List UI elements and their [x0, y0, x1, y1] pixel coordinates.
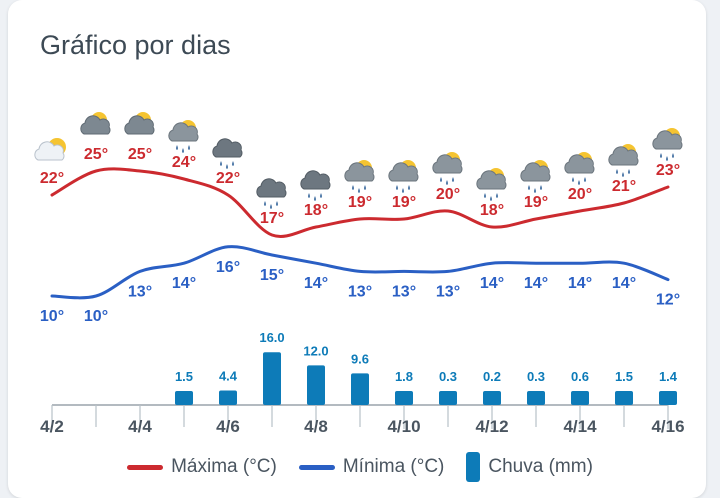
min-temp-label: 13°: [348, 283, 372, 300]
rain-value-label: 16.0: [259, 330, 284, 345]
rain-value-label: 1.8: [395, 369, 413, 384]
rain-bar: [175, 391, 193, 405]
max-temp-label: 24°: [172, 154, 196, 171]
max-temp-label: 25°: [128, 146, 152, 163]
min-temp-label: 13°: [392, 283, 416, 300]
rain-bar: [483, 391, 501, 405]
min-temp-label: 10°: [84, 308, 108, 325]
rain-bar: [263, 352, 281, 405]
rain-bar: [439, 391, 457, 405]
legend-item-max: Máxima (°C): [127, 456, 277, 478]
rain-bar: [219, 390, 237, 405]
min-temp-label: 14°: [480, 275, 504, 292]
sun-rain-icon: [476, 168, 507, 201]
max-temp-line: [50, 167, 670, 238]
sun-rain-icon: [652, 128, 683, 161]
rain-value-label: 0.3: [527, 369, 545, 384]
max-temp-label: 20°: [568, 186, 592, 203]
min-temp-label: 10°: [40, 308, 64, 325]
max-temp-label: 21°: [612, 178, 636, 195]
cloudy-icon: [80, 112, 111, 135]
sun-rain-icon: [564, 152, 595, 185]
x-tick-label: 4/12: [475, 417, 508, 436]
partly-sunny-icon: [34, 138, 66, 161]
rain-value-label: 1.5: [175, 369, 193, 384]
rain-cloud-icon: [212, 138, 243, 169]
rain-bar: [659, 391, 677, 405]
max-temp-label: 19°: [392, 194, 416, 211]
x-tick-label: 4/6: [216, 417, 240, 436]
sun-rain-icon: [344, 160, 375, 193]
rain-bar: [571, 391, 589, 405]
page-title: Gráfico por dias: [40, 30, 231, 60]
x-tick-label: 4/14: [563, 417, 597, 436]
sun-rain-icon: [520, 160, 551, 193]
rain-value-label: 12.0: [303, 343, 328, 358]
max-temp-label: 19°: [348, 194, 372, 211]
legend-min-label: Mínima (°C): [342, 456, 445, 477]
x-tick-label: 4/16: [651, 417, 684, 436]
rain-bar: [395, 391, 413, 405]
legend-min-swatch: [298, 464, 335, 470]
rain-bar: [307, 365, 325, 405]
legend-rain-label: Chuva (mm): [488, 456, 593, 477]
sun-rain-icon: [168, 120, 199, 153]
max-temp-label: 17°: [260, 210, 284, 227]
x-tick-label: 4/2: [40, 417, 64, 436]
min-temp-label: 13°: [436, 283, 460, 300]
rain-value-label: 4.4: [219, 368, 238, 383]
rain-bar: [527, 391, 545, 405]
x-tick-label: 4/4: [128, 417, 152, 436]
min-temp-label: 14°: [304, 275, 328, 292]
max-temp-label: 22°: [216, 170, 240, 187]
cloudy-icon: [124, 112, 155, 135]
forecast-chart: 4/2 4/4 4/6 4/8 4/10 4/12 4/14 4/16 1.5 4.4 16.0 12…: [34, 112, 685, 436]
max-temp-label: 19°: [524, 194, 548, 211]
sun-rain-icon: [432, 152, 463, 185]
sun-rain-icon: [608, 144, 639, 177]
legend-item-rain: Chuva (mm): [466, 452, 593, 482]
chart-legend: Máxima (°C) Mínima (°C) Chuva (mm): [0, 452, 720, 482]
min-temp-label: 14°: [612, 275, 636, 292]
max-temp-label: 18°: [480, 202, 504, 219]
forecast-card: Gráfico por dias: [8, 0, 706, 498]
min-temp-label: 14°: [172, 275, 196, 292]
min-temp-label: 15°: [260, 267, 284, 284]
max-temp-label: 25°: [84, 146, 108, 163]
legend-item-min: Mínima (°C): [298, 456, 445, 478]
max-temp-label: 20°: [436, 186, 460, 203]
rain-value-label: 0.6: [571, 369, 589, 384]
rain-bar: [351, 373, 369, 405]
x-tick-label: 4/8: [304, 417, 328, 436]
max-temp-label: 18°: [304, 202, 328, 219]
legend-rain-swatch: [466, 452, 481, 482]
rain-value-label: 1.5: [615, 369, 633, 384]
legend-max-swatch: [127, 464, 164, 470]
rain-value-label: 9.6: [351, 351, 369, 366]
min-temp-label: 16°: [216, 259, 240, 276]
max-temp-label: 23°: [656, 162, 680, 179]
sun-rain-icon: [388, 160, 419, 193]
max-temp-label: 22°: [40, 170, 64, 187]
legend-max-label: Máxima (°C): [171, 456, 277, 477]
rain-value-label: 0.3: [439, 369, 457, 384]
min-temp-line: [50, 245, 670, 300]
min-temp-label: 12°: [656, 292, 680, 309]
min-temp-label: 13°: [128, 283, 152, 300]
rain-value-label: 0.2: [483, 369, 501, 384]
rain-cloud-icon: [256, 178, 287, 209]
rain-bar: [615, 391, 633, 405]
min-temp-label: 14°: [568, 275, 592, 292]
min-temp-label: 14°: [524, 275, 548, 292]
rain-cloud-icon: [300, 170, 331, 201]
x-tick-label: 4/10: [387, 417, 420, 436]
rain-value-label: 1.4: [659, 369, 678, 384]
